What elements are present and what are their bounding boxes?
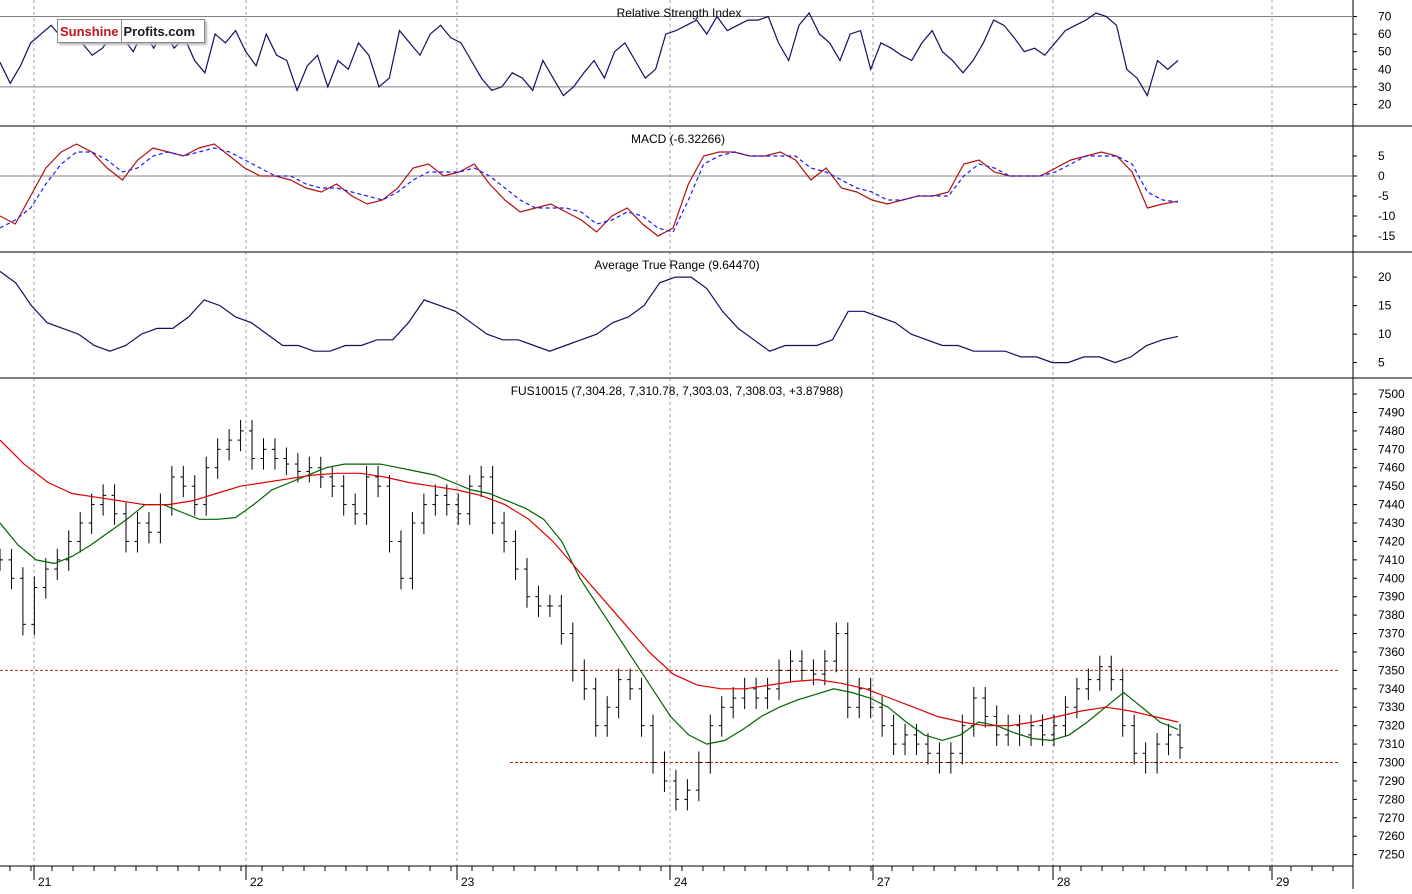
y-tick-label-3-1: 7490	[1378, 405, 1405, 419]
y-tick-label-0-5: 20	[1378, 97, 1392, 111]
panel-3: 7500 7490 7480 7470 7460 7450 7440 7430 7420 7410…	[0, 384, 1405, 862]
logo-part-profits: Profits.com	[123, 23, 196, 39]
y-tick-label-3-6: 7440	[1378, 498, 1405, 512]
y-tick-label-3-21: 7290	[1378, 774, 1405, 788]
x-tick-label-4: 27	[877, 875, 891, 889]
panel-title-1: MACD (-6.32266)	[631, 132, 725, 146]
series-line-1-1	[0, 147, 1179, 233]
y-tick-label-3-10: 7400	[1378, 571, 1405, 585]
x-axis: 21 22 23 24 27 28 29	[9, 866, 1334, 889]
y-tick-label-3-0: 7500	[1378, 387, 1405, 401]
y-tick-label-3-9: 7410	[1378, 553, 1405, 567]
y-tick-label-3-20: 7300	[1378, 756, 1405, 770]
y-tick-label-3-23: 7270	[1378, 811, 1405, 825]
series-line-3-2	[0, 439, 1179, 727]
x-tick-label-3: 24	[674, 875, 688, 889]
y-tick-label-3-24: 7260	[1378, 829, 1405, 843]
y-tick-label-3-25: 7250	[1378, 848, 1405, 862]
y-tick-label-3-2: 7480	[1378, 424, 1405, 438]
y-tick-label-3-3: 7470	[1378, 442, 1405, 456]
y-tick-label-3-7: 7430	[1378, 516, 1405, 530]
y-tick-label-2-2: 10	[1378, 327, 1392, 341]
x-tick-label-5: 28	[1057, 875, 1071, 889]
logo-part-sunshine: Sunshine	[58, 20, 122, 42]
panel-1: 5 0 -5 -10 -15 MACD (-6.32266)	[0, 132, 1396, 243]
y-tick-label-0-2: 50	[1378, 45, 1392, 59]
y-tick-label-3-14: 7360	[1378, 645, 1405, 659]
series-line-1-0	[0, 143, 1179, 237]
y-tick-label-0-4: 30	[1378, 80, 1392, 94]
panel-title-0: Relative Strength Index	[617, 6, 742, 20]
y-tick-label-0-1: 60	[1378, 27, 1392, 41]
y-tick-label-3-13: 7370	[1378, 627, 1405, 641]
y-tick-label-2-3: 5	[1378, 356, 1385, 370]
x-tick-label-2: 23	[461, 875, 475, 889]
x-tick-label-0: 21	[38, 875, 52, 889]
y-tick-label-3-4: 7460	[1378, 461, 1405, 475]
price-bars	[0, 419, 1183, 811]
sunshine-profits-logo: Sunshine Profits.com	[57, 19, 205, 43]
y-tick-label-1-3: -10	[1378, 209, 1396, 223]
date-grid-lines	[33, 0, 1273, 866]
y-tick-label-3-19: 7310	[1378, 737, 1405, 751]
y-tick-label-3-5: 7450	[1378, 479, 1405, 493]
y-tick-label-1-4: -15	[1378, 229, 1396, 243]
y-tick-label-3-11: 7390	[1378, 590, 1405, 604]
y-tick-label-3-16: 7340	[1378, 682, 1405, 696]
y-tick-label-0-0: 70	[1378, 10, 1392, 24]
series-line-3-1	[0, 463, 1179, 745]
panel-2: 20 15 10 5 Average True Range (9.64470)	[0, 258, 1392, 370]
x-tick-label-1: 22	[250, 875, 264, 889]
y-tick-label-1-0: 5	[1378, 149, 1385, 163]
x-tick-label-6: 29	[1276, 875, 1290, 889]
y-tick-label-3-22: 7280	[1378, 792, 1405, 806]
y-tick-label-2-0: 20	[1378, 270, 1392, 284]
y-tick-label-3-18: 7320	[1378, 719, 1405, 733]
series-line-0-0	[0, 11, 1179, 98]
y-tick-label-3-17: 7330	[1378, 700, 1405, 714]
panel-title-2: Average True Range (9.64470)	[594, 258, 759, 272]
y-tick-label-0-3: 40	[1378, 62, 1392, 76]
y-tick-label-3-15: 7350	[1378, 663, 1405, 677]
series-line-2-0	[0, 270, 1179, 364]
y-tick-label-3-12: 7380	[1378, 608, 1405, 622]
y-tick-label-1-1: 0	[1378, 169, 1385, 183]
panel-title-3: FUS10015 (7,304.28, 7,310.78, 7,303.03, …	[511, 384, 844, 398]
y-tick-label-2-1: 15	[1378, 299, 1392, 313]
panel-0: 70 60 50 40 30 20 Relative Strength Index	[0, 6, 1392, 111]
y-tick-label-3-8: 7420	[1378, 534, 1405, 548]
y-tick-label-1-2: -5	[1378, 189, 1389, 203]
